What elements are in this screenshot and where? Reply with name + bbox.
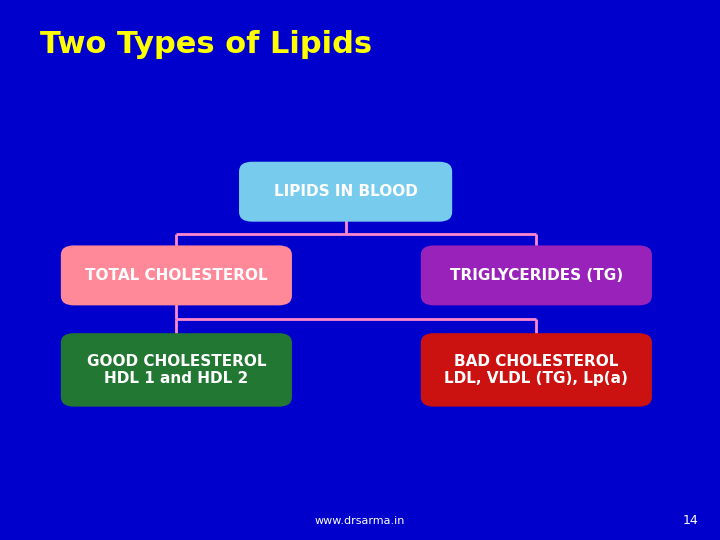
Text: LIPIDS IN BLOOD: LIPIDS IN BLOOD <box>274 184 418 199</box>
Text: www.drsarma.in: www.drsarma.in <box>315 516 405 526</box>
FancyBboxPatch shape <box>420 333 652 407</box>
Text: Two Types of Lipids: Two Types of Lipids <box>40 30 372 59</box>
FancyBboxPatch shape <box>420 245 652 306</box>
FancyBboxPatch shape <box>239 162 452 221</box>
Text: BAD CHOLESTEROL
LDL, VLDL (TG), Lp(a): BAD CHOLESTEROL LDL, VLDL (TG), Lp(a) <box>444 354 629 386</box>
Text: GOOD CHOLESTEROL
HDL 1 and HDL 2: GOOD CHOLESTEROL HDL 1 and HDL 2 <box>86 354 266 386</box>
FancyBboxPatch shape <box>60 333 292 407</box>
Text: 14: 14 <box>683 514 698 526</box>
Text: TOTAL CHOLESTEROL: TOTAL CHOLESTEROL <box>85 268 268 283</box>
FancyBboxPatch shape <box>60 245 292 306</box>
Text: TRIGLYCERIDES (TG): TRIGLYCERIDES (TG) <box>450 268 623 283</box>
